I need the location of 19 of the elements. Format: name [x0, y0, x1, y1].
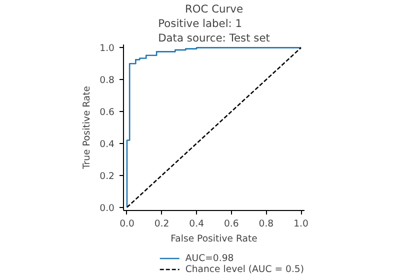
line-series	[126, 47, 302, 208]
x-tick-label: 0.0	[120, 218, 134, 230]
legend-label: Chance level (AUC = 0.5)	[185, 264, 304, 274]
legend-label: AUC=0.98	[185, 252, 234, 264]
x-tick-label: 0.8	[258, 218, 274, 230]
x-tick-label: 0.6	[224, 218, 239, 230]
x-tick-label: 1.0	[294, 218, 308, 230]
y-tick-label: 0.2	[100, 170, 115, 182]
y-tick-label: 1.0	[100, 43, 115, 54]
x-tick-label: 0.2	[154, 218, 170, 230]
x-axis-title: False Positive Rate	[170, 234, 258, 244]
chart-title: ROC Curve	[184, 2, 244, 16]
y-tick-label: 0.0	[100, 202, 115, 214]
y-tick-label: 0.8	[100, 75, 115, 86]
chart-subtitle: Positive label: 1 Data source: Test set	[158, 17, 270, 44]
y-tick-label: 0.4	[100, 138, 115, 150]
x-tick-label: 0.4	[189, 218, 204, 230]
y-axis-title: True Positive Rate	[82, 86, 93, 170]
y-tick-label: 0.6	[100, 107, 115, 118]
